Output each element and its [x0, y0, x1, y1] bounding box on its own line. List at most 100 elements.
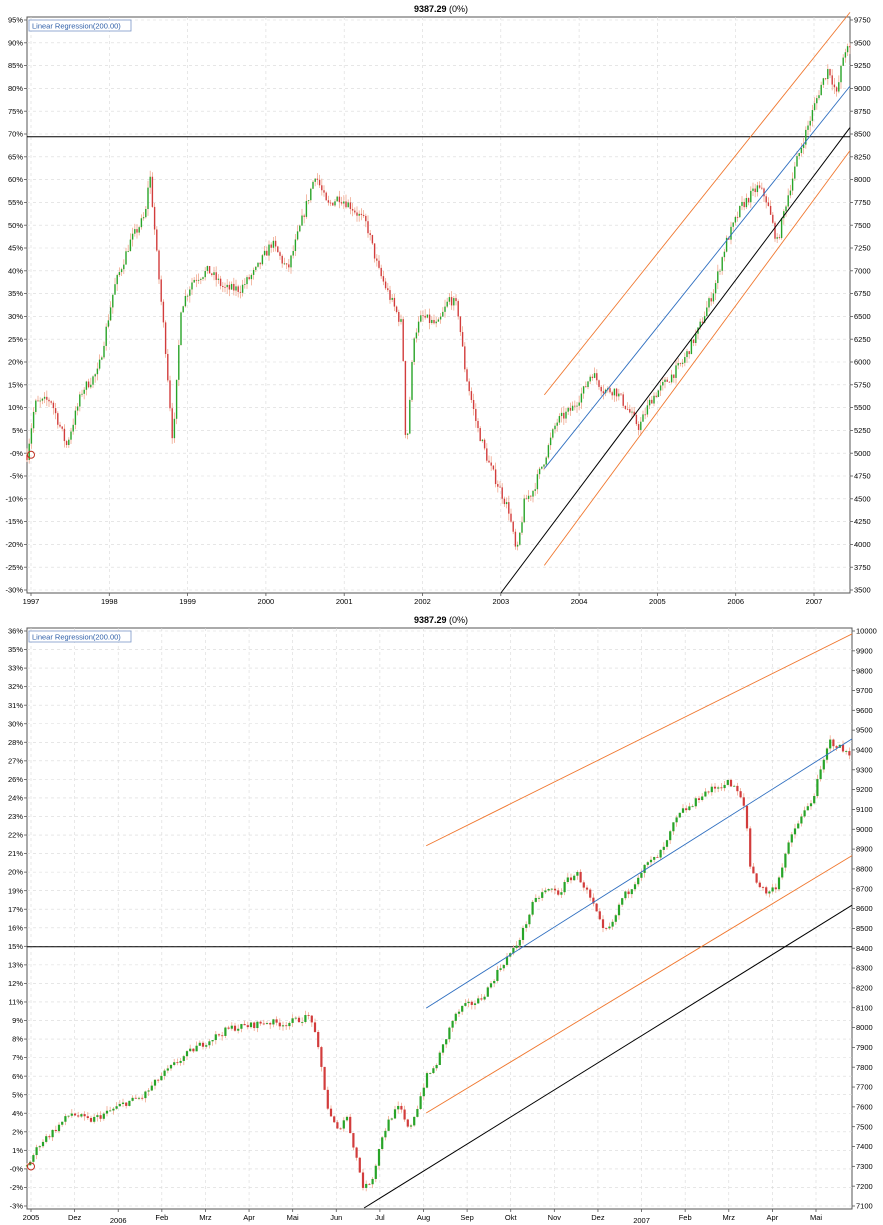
candle-body — [833, 84, 836, 88]
candle-body — [433, 319, 435, 324]
candle-body — [307, 200, 310, 202]
candle-body — [534, 897, 537, 902]
candle-body — [761, 187, 763, 189]
candle-body — [101, 357, 103, 360]
candle-body — [314, 178, 316, 182]
candle-body — [499, 486, 501, 488]
right-tick-label: 9300 — [856, 765, 873, 774]
right-tick-label: 8600 — [856, 904, 873, 913]
price-chart-short-term: 9387.29 (0%) 36% 35% 33% 32% 31% 30% 28% 27% 26%… — [8, 615, 877, 1225]
candle-body — [664, 379, 666, 382]
candle-body — [646, 862, 649, 865]
candle-body — [338, 196, 341, 203]
candle-body — [54, 1129, 57, 1132]
candle-body — [37, 400, 39, 402]
candle-body — [131, 1097, 134, 1101]
candle-body — [809, 803, 813, 807]
left-tick-label: 8% — [12, 1035, 23, 1044]
candle-body — [431, 319, 433, 323]
candle-body — [74, 410, 77, 425]
candle-body — [246, 1025, 249, 1028]
candle-body — [532, 490, 534, 497]
candle-body — [404, 361, 407, 435]
left-tick-label: 90% — [8, 38, 23, 47]
candle-body — [400, 319, 402, 322]
candle-body — [292, 250, 294, 256]
candle-body — [193, 279, 195, 283]
candle-body — [437, 319, 440, 322]
candle-body — [320, 1047, 323, 1067]
candle-body — [721, 257, 723, 271]
left-tick-label: 33% — [8, 664, 23, 673]
candle-body — [553, 888, 557, 891]
candle-body — [516, 544, 519, 547]
candle-body — [772, 214, 774, 223]
candle-body — [313, 1022, 317, 1032]
candle-body — [158, 250, 160, 280]
candle-body — [397, 1105, 400, 1110]
candle-body — [644, 414, 646, 416]
candle-body — [653, 856, 656, 860]
candle-body — [729, 779, 733, 787]
candle-body — [629, 409, 631, 413]
candle-body — [182, 1056, 185, 1061]
candle-body — [166, 1068, 169, 1071]
candle-body — [340, 202, 343, 204]
regression-channel-lower — [425, 855, 853, 1114]
candle-body — [358, 213, 360, 216]
left-tick-label: 85% — [8, 61, 23, 70]
candle-body — [268, 244, 270, 256]
left-tick-label: 15% — [8, 380, 23, 389]
chart-title-change: (0%) — [449, 615, 468, 625]
candle-body — [777, 877, 781, 890]
left-tick-label: -0% — [10, 449, 24, 458]
candle-body — [666, 379, 668, 382]
right-tick-label: 7750 — [854, 198, 871, 207]
candle-body — [336, 1122, 339, 1129]
baseline-marker — [27, 1162, 35, 1171]
candle-body — [360, 213, 363, 215]
candle-body — [563, 882, 566, 893]
candle-body — [303, 215, 305, 217]
candle-body — [515, 945, 518, 948]
candle-body — [790, 834, 793, 843]
candle-body — [789, 190, 792, 196]
x-tick-label: 2006 — [727, 597, 744, 606]
candle-body — [505, 956, 509, 965]
candle-body — [137, 1097, 141, 1099]
legend-label: Linear Regression(200.00) — [32, 633, 121, 642]
left-tick-label: 35% — [8, 289, 23, 298]
candle-body — [560, 412, 563, 417]
candle-body — [208, 266, 211, 274]
candle-body — [301, 215, 303, 226]
candle-body — [279, 252, 281, 256]
chart-title-value: 9387.29 — [414, 4, 447, 14]
candle-body — [691, 806, 694, 808]
candle-body — [369, 233, 371, 235]
candle-body — [64, 1116, 67, 1122]
candle-body — [77, 1115, 80, 1117]
candle-body — [278, 1022, 281, 1027]
candle-body — [307, 1015, 310, 1016]
candle-body — [224, 286, 226, 288]
candle-body — [849, 46, 851, 48]
right-tick-label: 7250 — [854, 244, 871, 253]
candle-body — [556, 422, 558, 426]
candle-body — [402, 319, 404, 362]
candle-body — [726, 779, 729, 785]
candle-body — [301, 1021, 304, 1023]
candle-body — [425, 1073, 429, 1088]
candle-body — [593, 373, 596, 378]
candle-body — [503, 498, 506, 505]
candle-body — [195, 1045, 198, 1052]
candle-body — [842, 57, 844, 66]
candle-body — [387, 288, 389, 291]
candle-body — [655, 395, 657, 397]
left-tick-label: -25% — [5, 563, 23, 572]
candle-body — [41, 1141, 45, 1147]
trend-line — [500, 127, 851, 594]
regression-channel-upper — [543, 12, 851, 396]
candle-body — [573, 875, 576, 881]
candle-body — [235, 286, 237, 291]
candle-body — [59, 424, 61, 427]
